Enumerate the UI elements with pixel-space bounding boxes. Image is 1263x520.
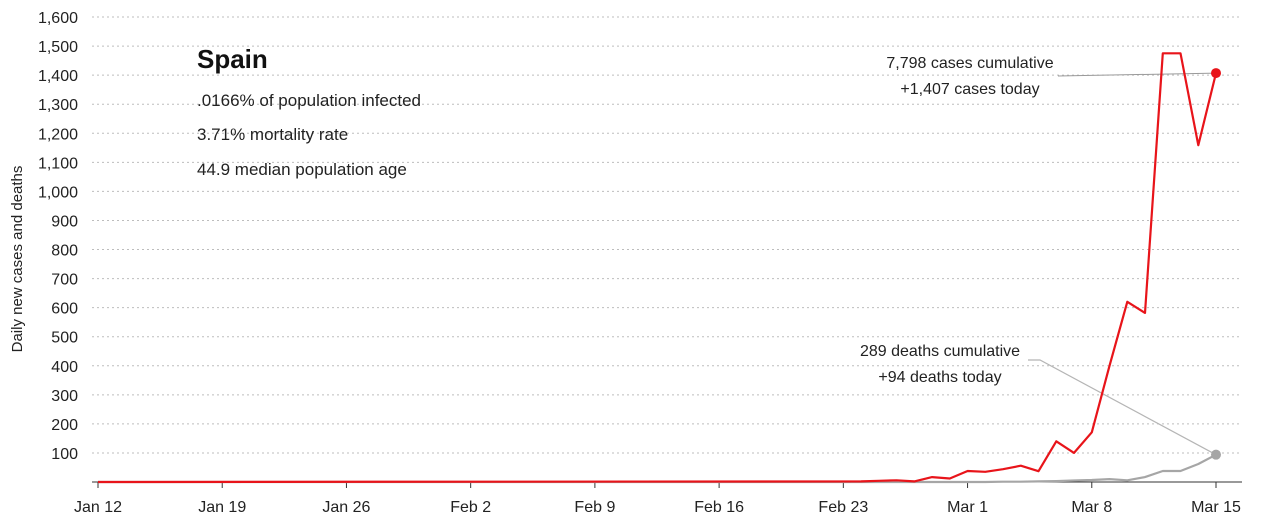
x-tick-label: Feb 23 xyxy=(818,499,868,516)
annotation-leaders xyxy=(1028,72,1217,456)
x-tick-label: Feb 2 xyxy=(450,499,491,516)
x-tick-label: Feb 9 xyxy=(574,499,615,516)
y-tick-label: 900 xyxy=(51,213,78,230)
cases-end-marker xyxy=(1211,68,1221,79)
x-axis: Jan 12 Jan 19 Jan 26 Feb 2 Feb 9 Feb 16 Feb 23… xyxy=(74,481,1242,516)
cases-annotation-line2: +1,407 cases today xyxy=(900,81,1039,98)
x-tick-label: Feb 16 xyxy=(694,499,744,516)
x-tick-label: Mar 1 xyxy=(947,499,988,516)
x-tick-label: Jan 26 xyxy=(322,499,370,516)
x-tick-label: Jan 19 xyxy=(198,499,246,516)
cases-line xyxy=(97,52,1218,484)
y-tick-label: 600 xyxy=(51,301,78,318)
x-tick-label: Jan 12 xyxy=(74,499,122,516)
y-tick-label: 1,500 xyxy=(38,39,78,56)
deaths-line xyxy=(98,453,1217,484)
x-tick-label: Mar 8 xyxy=(1071,499,1112,516)
y-tick-label: 100 xyxy=(51,446,78,463)
stat-median-age: 44.9 median population age xyxy=(197,160,407,179)
y-tick-label: 1,200 xyxy=(38,126,78,143)
y-tick-label: 700 xyxy=(51,272,78,289)
gridlines xyxy=(92,16,1242,454)
x-tick-label: Mar 15 xyxy=(1191,499,1241,516)
series-lines xyxy=(97,52,1218,484)
y-tick-label: 1,000 xyxy=(38,184,78,201)
stat-infected: .0166% of population infected xyxy=(197,91,421,110)
cases-annotation-line1: 7,798 cases cumulative xyxy=(886,55,1053,72)
cases-annotation-leader xyxy=(1057,72,1217,77)
y-tick-label: 1,300 xyxy=(38,97,78,114)
deaths-annotation-leader xyxy=(1028,359,1217,456)
y-tick-label: 200 xyxy=(51,417,78,434)
y-tick-label: 1,100 xyxy=(38,155,78,172)
y-axis-label: Daily new cases and deaths xyxy=(9,166,26,353)
y-tick-label: 300 xyxy=(51,388,78,405)
deaths-annotation-line1: 289 deaths cumulative xyxy=(860,343,1020,360)
end-markers xyxy=(1211,68,1221,460)
chart-title: Spain xyxy=(197,44,268,74)
stat-mortality: 3.71% mortality rate xyxy=(197,125,348,144)
y-tick-label: 1,400 xyxy=(38,68,78,85)
y-axis-ticks: 100 200 300 400 500 600 700 800 900 1,000 1,100 1,2… xyxy=(38,10,78,463)
y-tick-label: 400 xyxy=(51,359,78,376)
y-tick-label: 800 xyxy=(51,243,78,260)
y-tick-label: 500 xyxy=(51,330,78,347)
y-tick-label: 1,600 xyxy=(38,10,78,27)
deaths-annotation-line2: +94 deaths today xyxy=(878,369,1001,386)
deaths-end-marker xyxy=(1211,449,1221,460)
